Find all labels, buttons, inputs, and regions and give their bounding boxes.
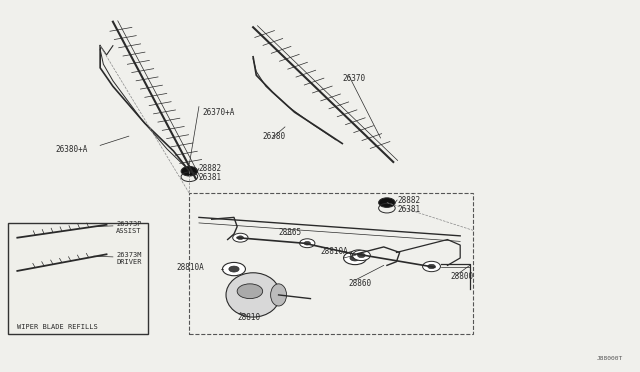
Text: 28865: 28865 (278, 228, 301, 237)
Text: 26370: 26370 (342, 74, 365, 83)
Circle shape (233, 233, 248, 242)
Ellipse shape (226, 273, 280, 317)
Circle shape (223, 262, 246, 276)
Circle shape (350, 255, 360, 261)
Circle shape (379, 198, 395, 208)
Text: 28800: 28800 (451, 272, 474, 281)
Circle shape (358, 253, 365, 258)
Text: 28810: 28810 (237, 312, 260, 321)
Circle shape (422, 261, 440, 272)
Text: 26370+A: 26370+A (202, 108, 234, 117)
Bar (8, 223, 148, 334)
Bar (189, 193, 473, 334)
Circle shape (351, 250, 366, 259)
Text: 26373M: 26373M (116, 252, 141, 258)
Circle shape (353, 250, 371, 260)
Text: 26373P: 26373P (116, 221, 141, 227)
Text: 26380: 26380 (262, 132, 286, 141)
Text: 28882: 28882 (397, 196, 420, 205)
Text: 28810A: 28810A (320, 247, 348, 256)
Text: DRIVER: DRIVER (116, 259, 141, 266)
Circle shape (304, 241, 310, 245)
Text: ASSIST: ASSIST (116, 228, 141, 234)
Text: WIPER BLADE REFILLS: WIPER BLADE REFILLS (17, 324, 98, 330)
Text: J88000T: J88000T (596, 356, 623, 361)
Circle shape (300, 239, 315, 248)
Ellipse shape (271, 284, 287, 306)
Text: 26381: 26381 (397, 205, 420, 214)
Circle shape (237, 284, 262, 299)
Text: 28860: 28860 (349, 279, 372, 288)
Text: 28810A: 28810A (177, 263, 204, 272)
Text: 26380+A: 26380+A (56, 145, 88, 154)
Circle shape (237, 236, 244, 240)
Circle shape (344, 251, 367, 264)
Circle shape (181, 166, 198, 176)
Text: 28882: 28882 (199, 164, 222, 173)
Circle shape (229, 266, 239, 272)
Text: 26381: 26381 (199, 173, 222, 182)
Circle shape (355, 253, 362, 256)
Circle shape (428, 264, 435, 269)
